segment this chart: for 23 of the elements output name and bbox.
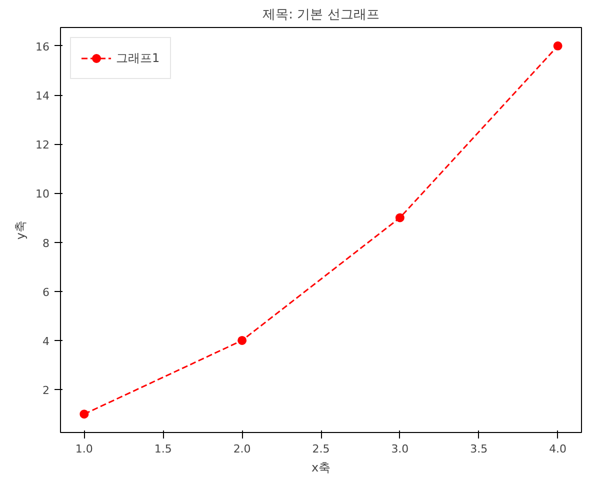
y-tick-label: 4 <box>42 334 50 348</box>
point <box>553 41 562 50</box>
y-tick-label: 10 <box>36 188 50 201</box>
y-tick-label: 2 <box>42 384 50 398</box>
x-tick-label: 1.0 <box>75 442 93 456</box>
x-tick-label: 3.0 <box>391 442 409 456</box>
x-tick-label: 4.0 <box>549 442 567 456</box>
y-tick-label: 6 <box>42 286 50 299</box>
x-axis-title: x축 <box>311 460 331 474</box>
point <box>80 410 89 419</box>
y-tick-label: 12 <box>36 138 50 152</box>
y-tick-label: 14 <box>36 90 50 102</box>
x-tick-label: 1.5 <box>154 442 172 456</box>
x-tick-label: 2.5 <box>312 442 330 456</box>
y-tick-label: 16 <box>36 40 50 54</box>
x-tick-label: 2.0 <box>233 442 251 456</box>
x-tick-label: 3.5 <box>470 442 488 456</box>
point <box>238 336 247 345</box>
point <box>395 213 404 222</box>
legend-label: 그래프1 <box>116 50 160 66</box>
y-tick-label: 8 <box>42 236 50 250</box>
y-axis-title: y축 <box>14 220 28 240</box>
chart-title: 제목: 기본 선그래프 <box>262 8 380 22</box>
